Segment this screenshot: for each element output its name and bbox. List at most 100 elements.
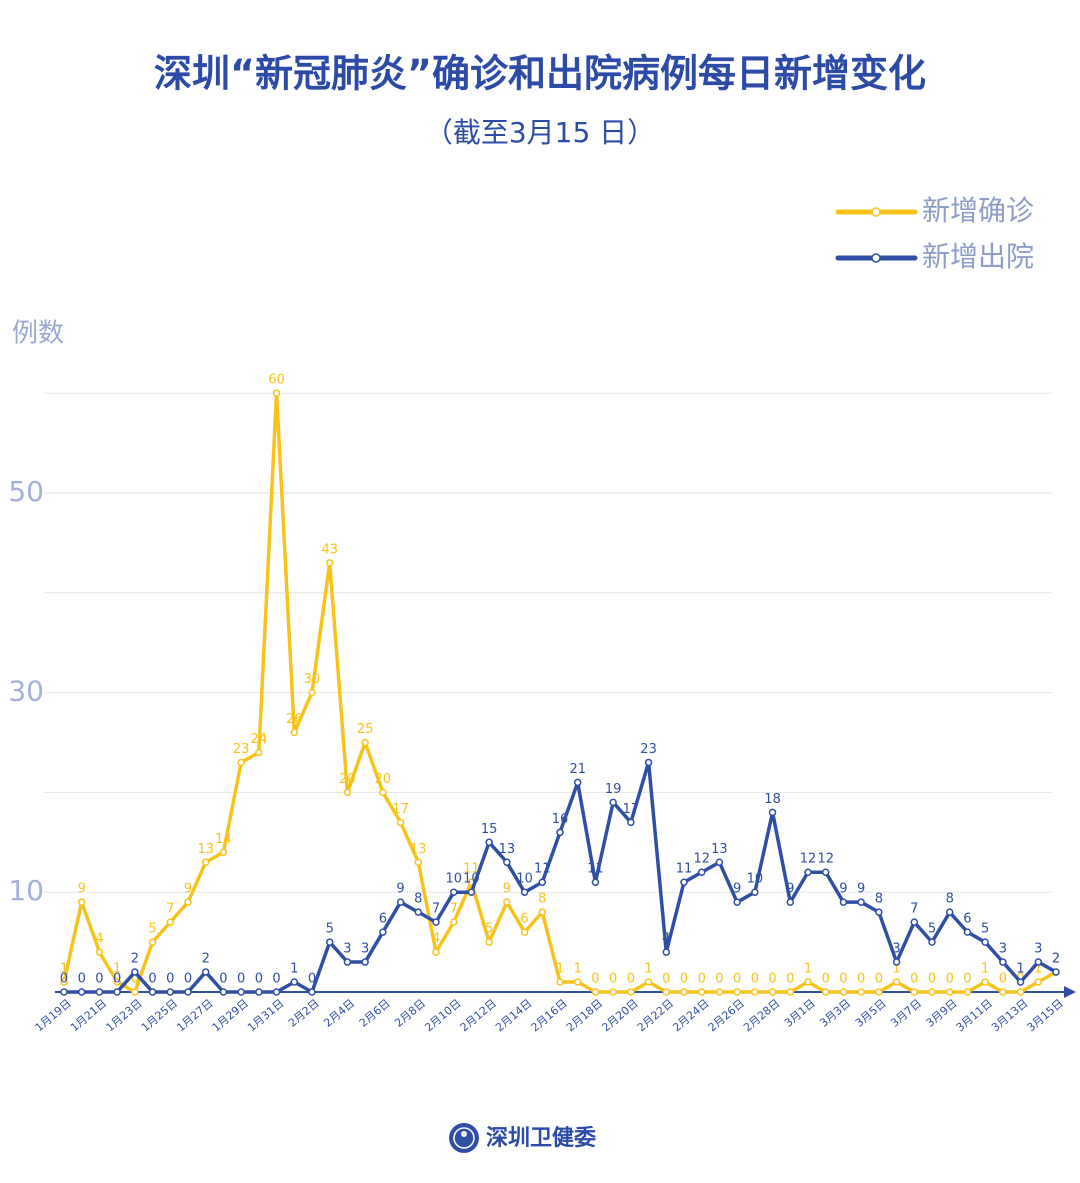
data-label: 5 (326, 922, 334, 937)
data-label: 0 (786, 972, 794, 987)
data-label: 20 (375, 772, 392, 787)
data-label: 20 (339, 772, 356, 787)
data-point (467, 888, 476, 896)
data-point (361, 738, 369, 747)
data-point (379, 928, 387, 936)
data-label: 1 (644, 962, 652, 977)
data-label: 8 (538, 892, 546, 907)
data-label: 5 (148, 922, 156, 937)
data-label: 3 (343, 942, 351, 957)
data-label: 17 (623, 802, 640, 817)
data-point (751, 988, 759, 996)
data-point (928, 988, 936, 996)
data-point (166, 918, 175, 926)
data-label: 6 (963, 912, 971, 927)
data-label: 0 (946, 972, 954, 987)
data-label: 0 (255, 972, 263, 987)
data-point (255, 748, 263, 757)
data-label: 17 (392, 802, 409, 817)
x-tick-label: 3月11日 (954, 997, 995, 1035)
data-label: 11 (587, 862, 604, 877)
data-point (166, 988, 175, 996)
data-point (95, 988, 104, 996)
data-point (662, 948, 671, 956)
data-label: 3 (1034, 942, 1042, 957)
data-label: 0 (219, 972, 227, 987)
data-point (1016, 978, 1025, 986)
data-point (538, 908, 547, 916)
legend-label: 新增确诊 (922, 194, 1034, 227)
source-logo (449, 1123, 479, 1153)
legend-marker (871, 253, 881, 263)
data-label: 1 (556, 962, 564, 977)
data-label: 0 (95, 972, 103, 987)
data-label: 0 (627, 972, 635, 987)
data-label: 10 (463, 872, 480, 887)
data-label: 26 (286, 712, 303, 727)
data-point (999, 988, 1007, 996)
legend-label: 新增出院 (922, 240, 1034, 273)
data-label: 2 (1052, 952, 1060, 967)
data-point (201, 858, 210, 867)
data-label: 18 (764, 792, 781, 807)
data-point (113, 978, 121, 986)
series-line (64, 760, 1057, 994)
data-point (715, 988, 724, 996)
data-point (733, 898, 741, 906)
data-point (981, 978, 989, 986)
data-point (680, 988, 688, 996)
data-point (556, 978, 564, 986)
data-point (237, 988, 245, 996)
data-label: 5 (981, 922, 989, 937)
data-label: 60 (268, 373, 285, 388)
data-point (184, 898, 192, 906)
data-label: 12 (693, 852, 710, 867)
x-tick-label: 1月25日 (139, 997, 180, 1035)
data-label: 0 (875, 972, 883, 987)
data-label: 2 (131, 952, 139, 967)
data-label: 1 (60, 962, 68, 977)
data-label: 9 (184, 882, 192, 897)
data-point (981, 938, 989, 946)
y-axis-label: 例数 (12, 319, 64, 349)
data-label: 25 (357, 722, 374, 737)
data-label: 9 (839, 882, 847, 897)
data-label: 0 (928, 972, 936, 987)
data-point (644, 758, 653, 767)
x-tick-label: 2月22日 (635, 997, 676, 1035)
data-point (573, 978, 582, 986)
data-point (343, 788, 352, 797)
data-point (414, 858, 423, 867)
data-point (839, 898, 848, 906)
x-tick-label: 3月5日 (853, 997, 889, 1030)
data-point (520, 928, 529, 936)
data-point (325, 559, 334, 567)
data-point (573, 778, 582, 787)
data-label: 1 (892, 962, 900, 977)
data-label: 0 (698, 972, 706, 987)
data-label: 21 (569, 762, 586, 777)
logo-dot (461, 1131, 467, 1137)
data-label: 12 (800, 852, 817, 867)
data-label: 5 (928, 922, 936, 937)
x-tick-label: 1月21日 (68, 997, 109, 1035)
data-point (95, 948, 104, 956)
data-label: 16 (552, 812, 569, 827)
data-point (963, 988, 972, 996)
data-point (786, 988, 795, 996)
data-label: 14 (215, 832, 232, 847)
data-label: 0 (148, 972, 156, 987)
data-point (201, 968, 210, 976)
data-label: 0 (751, 972, 759, 987)
data-label: 0 (999, 972, 1007, 987)
x-tick-label: 1月29日 (210, 997, 251, 1035)
data-label: 13 (499, 842, 516, 857)
data-point (875, 908, 883, 916)
data-label: 1 (981, 962, 989, 977)
data-point (414, 908, 423, 916)
data-label: 0 (237, 972, 245, 987)
data-label: 0 (662, 972, 670, 987)
data-label: 9 (503, 882, 511, 897)
data-label: 0 (60, 972, 68, 987)
data-label: 1 (1016, 962, 1024, 977)
